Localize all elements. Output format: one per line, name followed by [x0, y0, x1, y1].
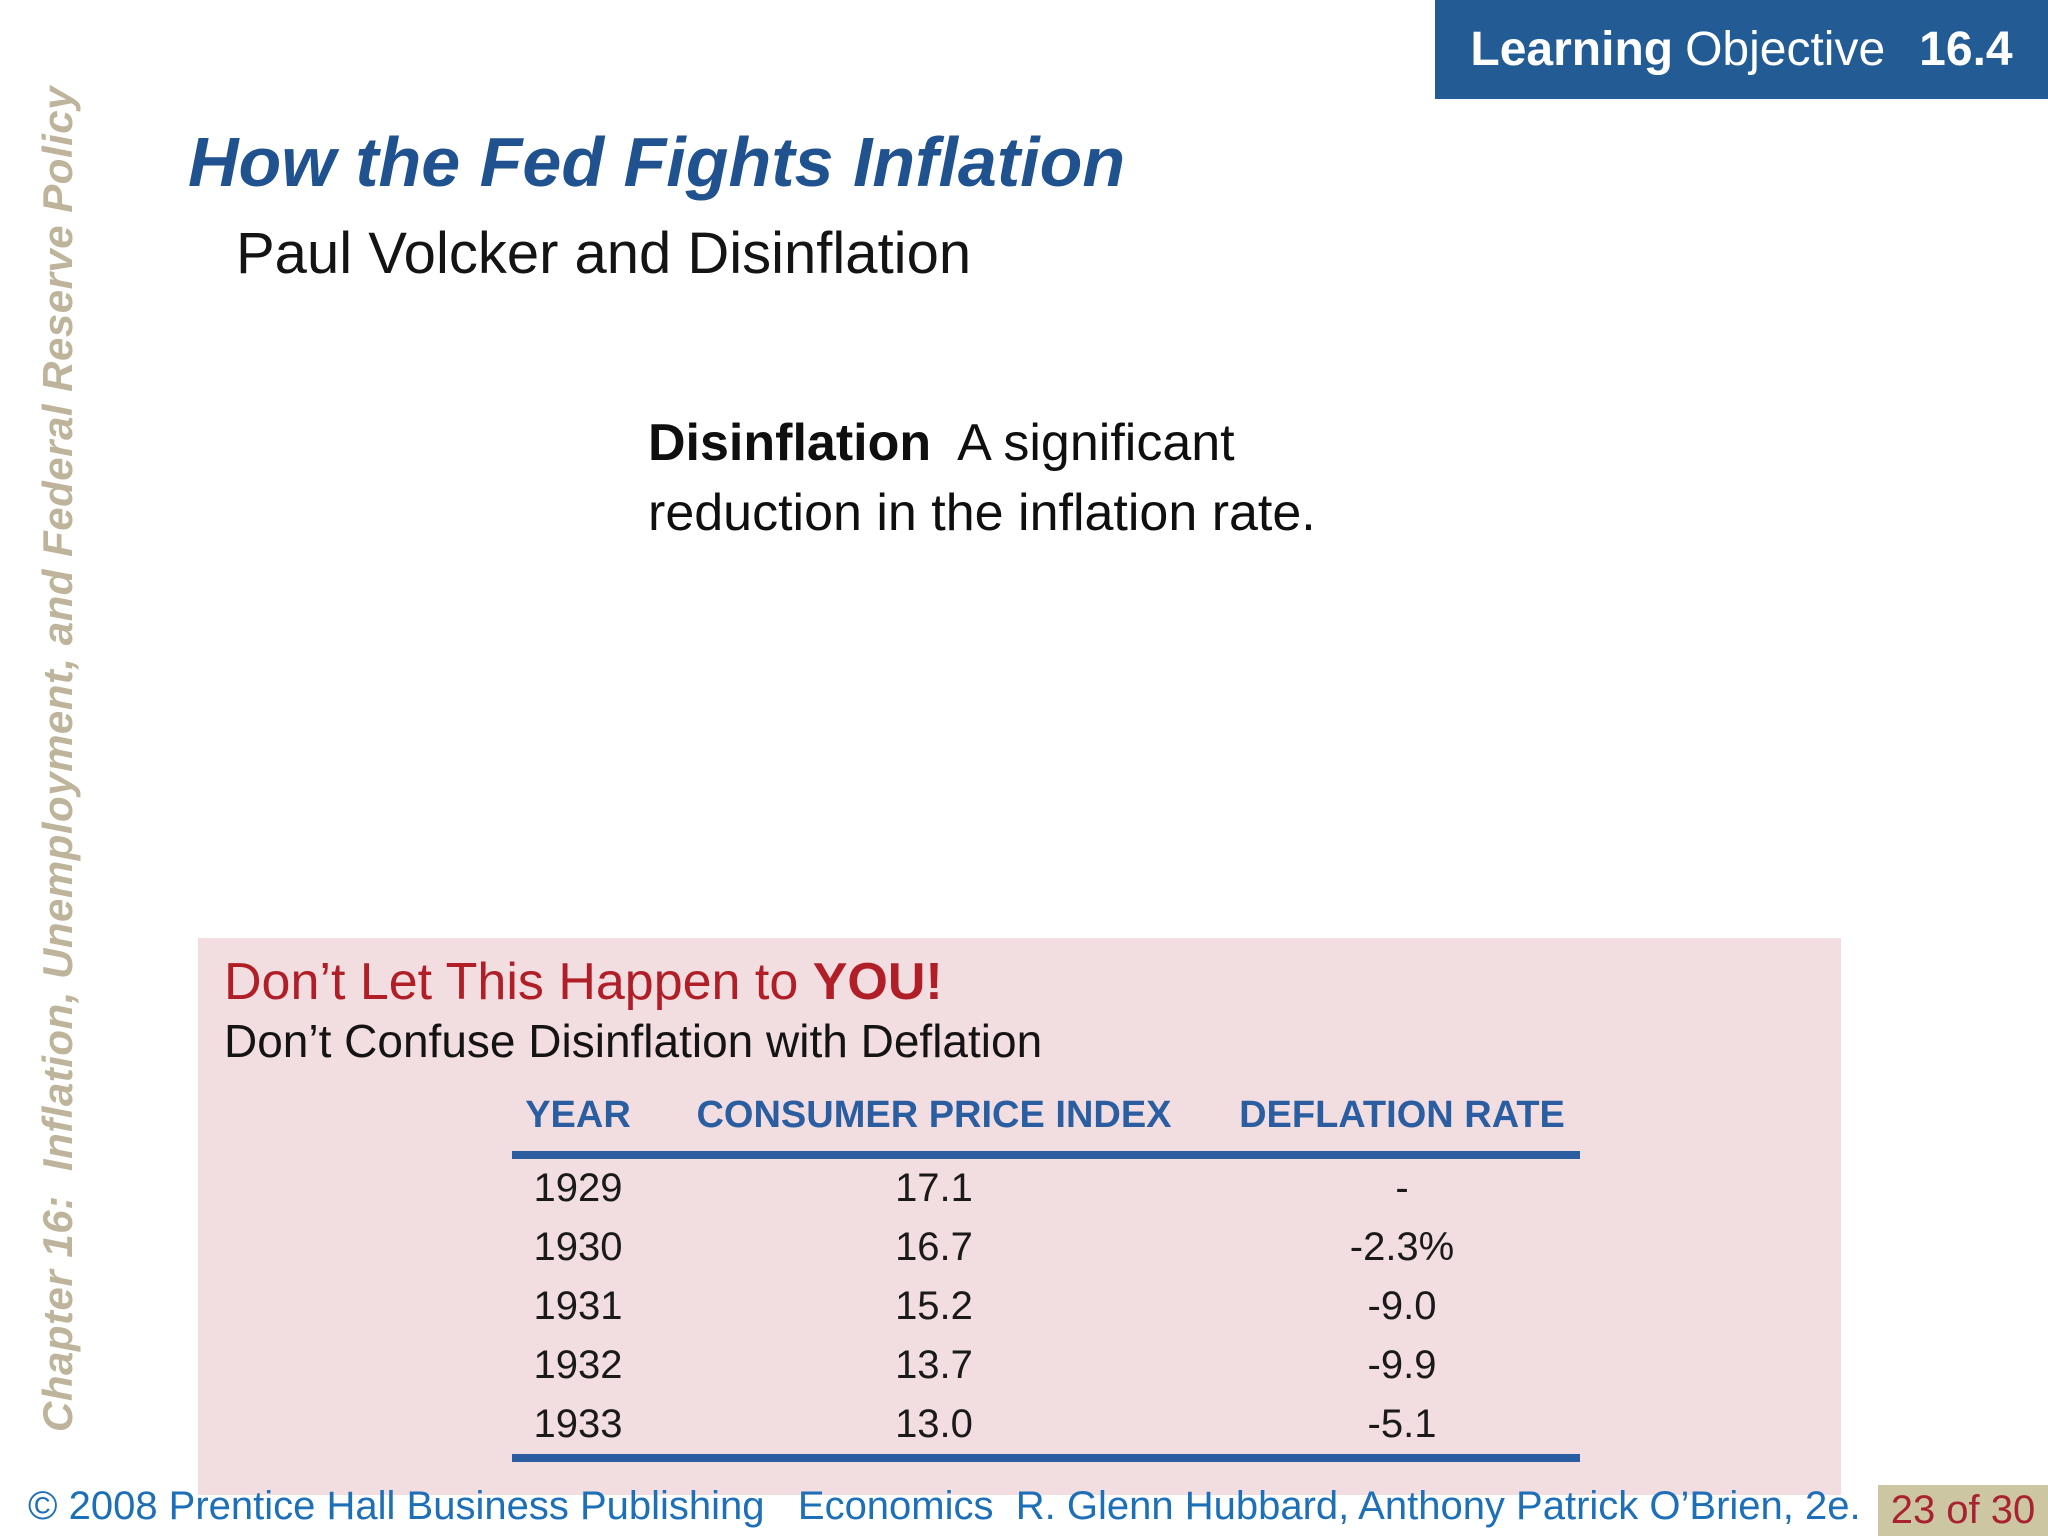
cell-cpi: 17.1 — [895, 1166, 973, 1210]
definition-text: Disinflation A significant reduction in t… — [648, 408, 1408, 548]
slide-subtitle: Paul Volcker and Disinflation — [236, 221, 972, 286]
page-number-badge: 23 of 30 — [1878, 1485, 2048, 1536]
callout-heading-prefix: Don’t Let This Happen to — [224, 953, 813, 1011]
definition-term: Disinflation — [648, 414, 932, 472]
callout-box: Don’t Let This Happen to YOU! Don’t Conf… — [198, 938, 1841, 1495]
column-header-cpi: CONSUMER PRICE INDEX — [644, 1094, 1224, 1159]
column-header-deflation-rate: DEFLATION RATE — [1224, 1094, 1580, 1159]
learning-objective-badge: Learning Objective 16.4 — [1435, 0, 2048, 99]
column-header-year: YEAR — [512, 1094, 644, 1159]
cell-cpi: 15.2 — [895, 1284, 973, 1328]
cell-year: 1932 — [533, 1343, 623, 1387]
cell-year: 1933 — [512, 1395, 644, 1462]
table-row: 1933 13.0 -5.1 — [512, 1395, 1580, 1462]
footer-copyright: © 2008 Prentice Hall Business Publishing… — [28, 1484, 1861, 1528]
cell-cpi: 16.7 — [895, 1225, 973, 1269]
definition-body: A significant reduction in the inflation… — [648, 414, 1316, 543]
table-row: 1931 15.2 -9.0 — [512, 1277, 1580, 1336]
table-row: 1930 16.7 -2.3% — [512, 1218, 1580, 1277]
slide-title: How the Fed Fights Inflation — [188, 123, 1126, 201]
table-header-row: YEAR CONSUMER PRICE INDEX DEFLATION RATE — [512, 1094, 1580, 1159]
learning-objective-word1: Learning — [1470, 23, 1674, 76]
cell-deflation-rate: - — [1395, 1166, 1409, 1210]
callout-heading-emphasis: YOU! — [812, 953, 943, 1011]
cell-year: 1929 — [533, 1166, 623, 1210]
cell-cpi: 13.7 — [895, 1343, 973, 1387]
table-row: 1929 17.1 - — [512, 1155, 1580, 1218]
deflation-table: YEAR CONSUMER PRICE INDEX DEFLATION RATE… — [512, 1094, 1580, 1462]
cell-deflation-rate: -5.1 — [1224, 1395, 1580, 1462]
callout-subheading: Don’t Confuse Disinflation with Deflatio… — [224, 1015, 1043, 1067]
learning-objective-number: 16.4 — [1919, 23, 2013, 76]
cell-deflation-rate: -9.0 — [1367, 1284, 1437, 1328]
learning-objective-word2: Objective — [1685, 23, 1886, 76]
chapter-sidebar-text: Chapter 16: Inflation, Unemployment, and… — [34, 85, 81, 1432]
cell-year: 1931 — [533, 1284, 623, 1328]
cell-cpi: 13.0 — [644, 1395, 1224, 1462]
callout-heading: Don’t Let This Happen to YOU! — [224, 952, 943, 1012]
cell-deflation-rate: -9.9 — [1367, 1343, 1437, 1387]
cell-year: 1930 — [533, 1225, 623, 1269]
cell-deflation-rate: -2.3% — [1349, 1225, 1455, 1269]
table-row: 1932 13.7 -9.9 — [512, 1336, 1580, 1395]
